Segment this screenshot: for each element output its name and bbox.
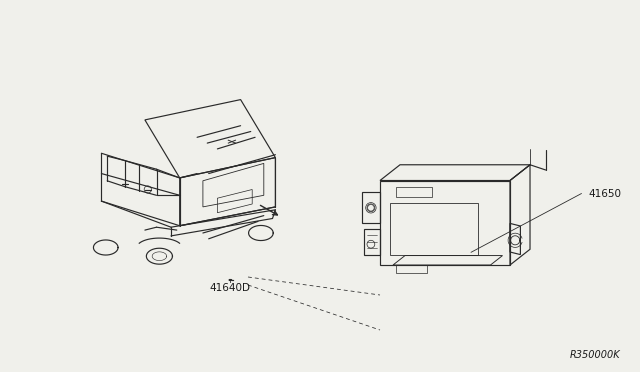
Text: R350000K: R350000K <box>570 350 620 360</box>
Text: 41640D: 41640D <box>209 283 250 293</box>
Text: 41650: 41650 <box>588 189 621 199</box>
